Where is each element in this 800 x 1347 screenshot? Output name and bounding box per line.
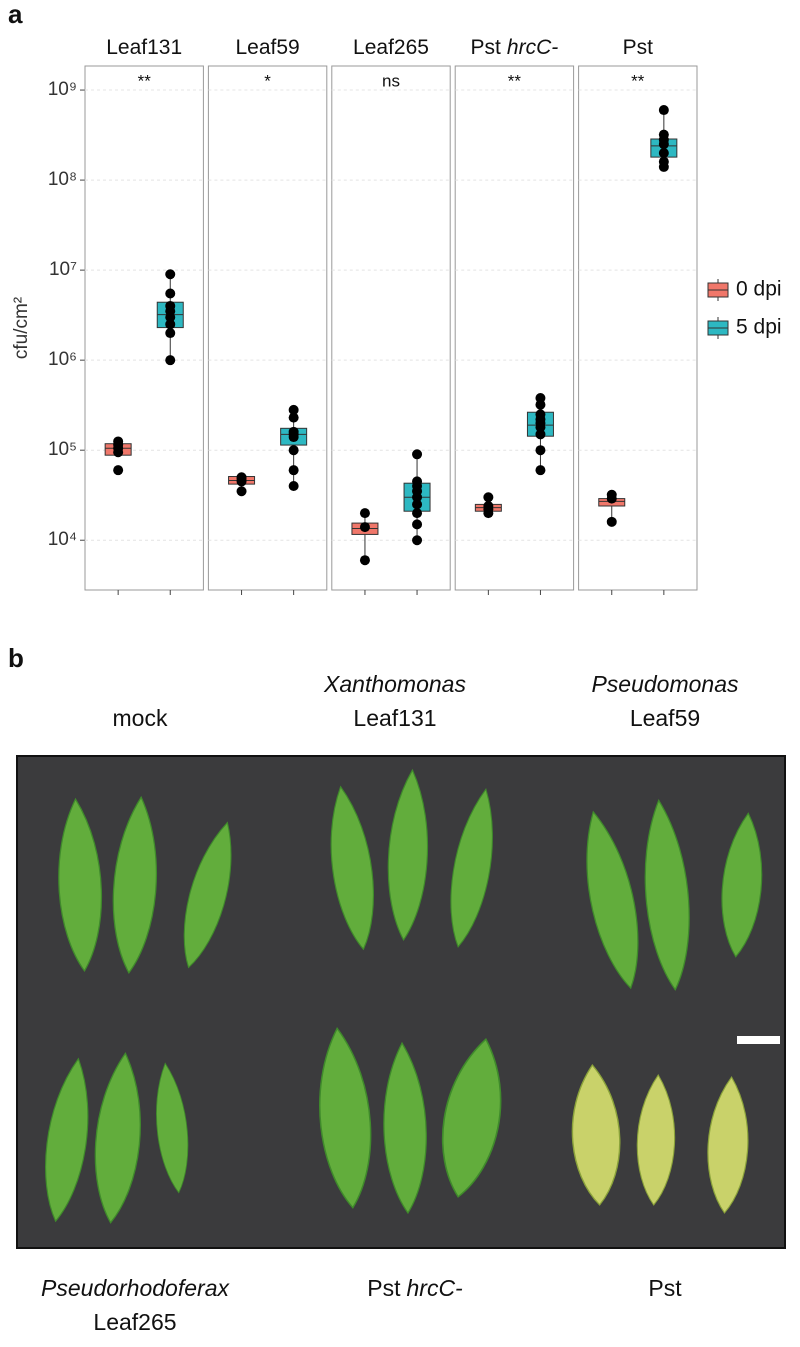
point: [412, 519, 423, 530]
facet-title: Pst: [623, 36, 654, 59]
y-tick-label: 10⁸: [48, 169, 77, 190]
facet-title-run: hrcC-: [507, 36, 558, 59]
photo-label-run: Xanthomonas: [323, 671, 466, 697]
point: [288, 465, 299, 476]
significance: **: [138, 71, 152, 90]
facet-title-run: Pst: [471, 36, 502, 59]
point: [165, 355, 176, 366]
point: [359, 508, 370, 519]
point: [412, 535, 423, 546]
point: [658, 161, 669, 172]
photo-label: Pseudomonas: [591, 671, 739, 697]
point: [165, 312, 176, 323]
point: [535, 445, 546, 456]
legend-label: 5 dpi: [736, 316, 782, 339]
significance: *: [264, 71, 271, 90]
point: [606, 493, 617, 504]
point: [658, 105, 669, 116]
point: [288, 481, 299, 492]
photo-label-run: Pseudomonas: [591, 671, 739, 697]
point: [412, 492, 423, 503]
facet-title: Pst hrcC-: [471, 36, 559, 59]
photo-label-run: hrcC-: [407, 1275, 464, 1301]
facet-panel: [578, 65, 698, 591]
significance: **: [508, 71, 522, 90]
photo-label: Pst hrcC-: [367, 1275, 463, 1301]
facet-panel: [207, 65, 328, 591]
point: [483, 492, 494, 503]
facet-title-run: Pst: [623, 36, 654, 59]
y-tick-label: 10⁷: [49, 259, 77, 280]
point: [658, 139, 669, 150]
point: [288, 412, 299, 423]
point: [412, 508, 423, 519]
panel-letter: b: [8, 643, 24, 673]
point: [412, 499, 423, 510]
facet-title: Leaf131: [106, 36, 182, 59]
point: [288, 445, 299, 456]
photo-label: Pst: [648, 1275, 682, 1301]
point: [483, 508, 494, 519]
point: [535, 399, 546, 410]
panel-letter: a: [8, 0, 23, 29]
facet-title-run: Leaf59: [235, 36, 299, 59]
photo-label: Pseudorhodoferax: [41, 1275, 230, 1301]
point: [236, 486, 247, 497]
facet-panel: [454, 65, 575, 591]
point: [288, 404, 299, 415]
photo-label: mock: [113, 705, 168, 731]
photo-label-run: Leaf265: [93, 1309, 176, 1335]
point: [535, 465, 546, 476]
facet-title-run: Leaf265: [353, 36, 429, 59]
facet-title: Leaf59: [235, 36, 299, 59]
point: [236, 476, 247, 487]
point: [288, 432, 299, 443]
photo-label: Xanthomonas: [323, 671, 466, 697]
significance: ns: [382, 71, 400, 90]
facet-title: Leaf265: [353, 36, 429, 59]
photo-label-run: mock: [113, 705, 168, 731]
photo-label-run: Pst: [648, 1275, 682, 1301]
point: [165, 319, 176, 330]
y-tick-label: 10⁴: [48, 529, 77, 550]
facet-panel: [331, 65, 451, 591]
point: [113, 447, 124, 458]
point: [606, 516, 617, 527]
photo-label-run: Pseudorhodoferax: [41, 1275, 230, 1301]
photo-label-run: Pst: [367, 1275, 401, 1301]
point: [165, 269, 176, 280]
photo-label: Leaf265: [93, 1309, 176, 1335]
point: [165, 288, 176, 299]
legend-label: 0 dpi: [736, 278, 782, 301]
facet-panel: [84, 65, 204, 591]
photo-label-run: Leaf131: [353, 705, 436, 731]
y-tick-label: 10⁹: [48, 79, 77, 100]
point: [535, 422, 546, 433]
point: [165, 328, 176, 339]
photo-label: Leaf131: [353, 705, 436, 731]
significance: **: [631, 71, 645, 90]
y-tick-label: 10⁶: [48, 349, 77, 370]
point: [359, 522, 370, 533]
y-axis-title: cfu/cm²: [11, 297, 32, 359]
point: [359, 555, 370, 566]
photo-label: Leaf59: [630, 705, 700, 731]
facet-title-run: Leaf131: [106, 36, 182, 59]
point: [113, 465, 124, 476]
point: [535, 429, 546, 440]
photo-label-run: Leaf59: [630, 705, 700, 731]
point: [658, 147, 669, 158]
leaf-photo: [16, 755, 786, 1249]
y-tick-label: 10⁵: [48, 439, 77, 460]
point: [412, 449, 423, 460]
